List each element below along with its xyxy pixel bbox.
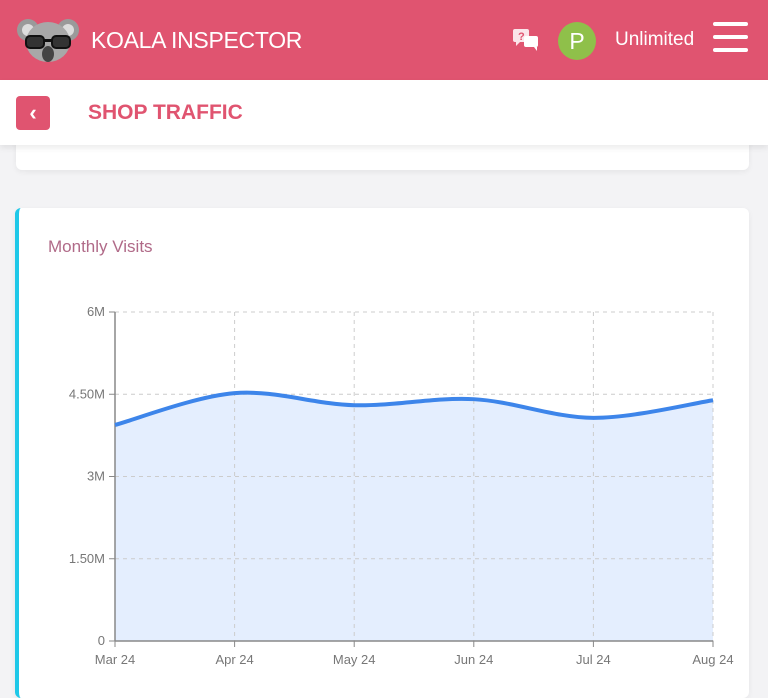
y-tick-label: 1.50M — [69, 551, 105, 566]
page-title: SHOP TRAFFIC — [88, 101, 243, 124]
koala-logo[interactable] — [16, 16, 80, 64]
x-tick-label: Mar 24 — [95, 652, 135, 667]
plan-label[interactable]: Unlimited — [615, 29, 695, 50]
y-tick-label: 4.50M — [69, 386, 105, 401]
y-tick-label: 0 — [98, 633, 105, 648]
help-chat-icon[interactable]: ? — [512, 28, 540, 52]
x-tick-label: Apr 24 — [215, 652, 253, 667]
x-tick-label: May 24 — [333, 652, 376, 667]
brand-name: KOALA INSPECTOR — [91, 27, 303, 53]
avatar[interactable]: P — [558, 22, 596, 60]
area-fill — [115, 392, 713, 641]
series-line — [114, 390, 714, 427]
hamburger-menu-icon[interactable] — [713, 22, 748, 52]
sub-header: ‹ SHOP TRAFFIC — [0, 80, 768, 145]
monthly-visits-chart: 0 1.50M 3M 4.50M 6M Mar 24 Apr 24 May 24 Jun 24 J… — [69, 304, 734, 667]
x-tick-label: Jul 24 — [576, 652, 611, 667]
back-button[interactable]: ‹ — [16, 96, 50, 130]
x-tick-label: Aug 24 — [692, 652, 733, 667]
y-tick-label: 6M — [87, 304, 105, 319]
chevron-left-icon: ‹ — [29, 100, 37, 125]
x-tick-label: Jun 24 — [454, 652, 493, 667]
svg-text:?: ? — [518, 31, 525, 43]
y-tick-label: 3M — [87, 469, 105, 484]
card-title: Monthly Visits — [48, 237, 153, 256]
top-bar: KOALA INSPECTOR ? P Unlimited — [0, 0, 768, 80]
